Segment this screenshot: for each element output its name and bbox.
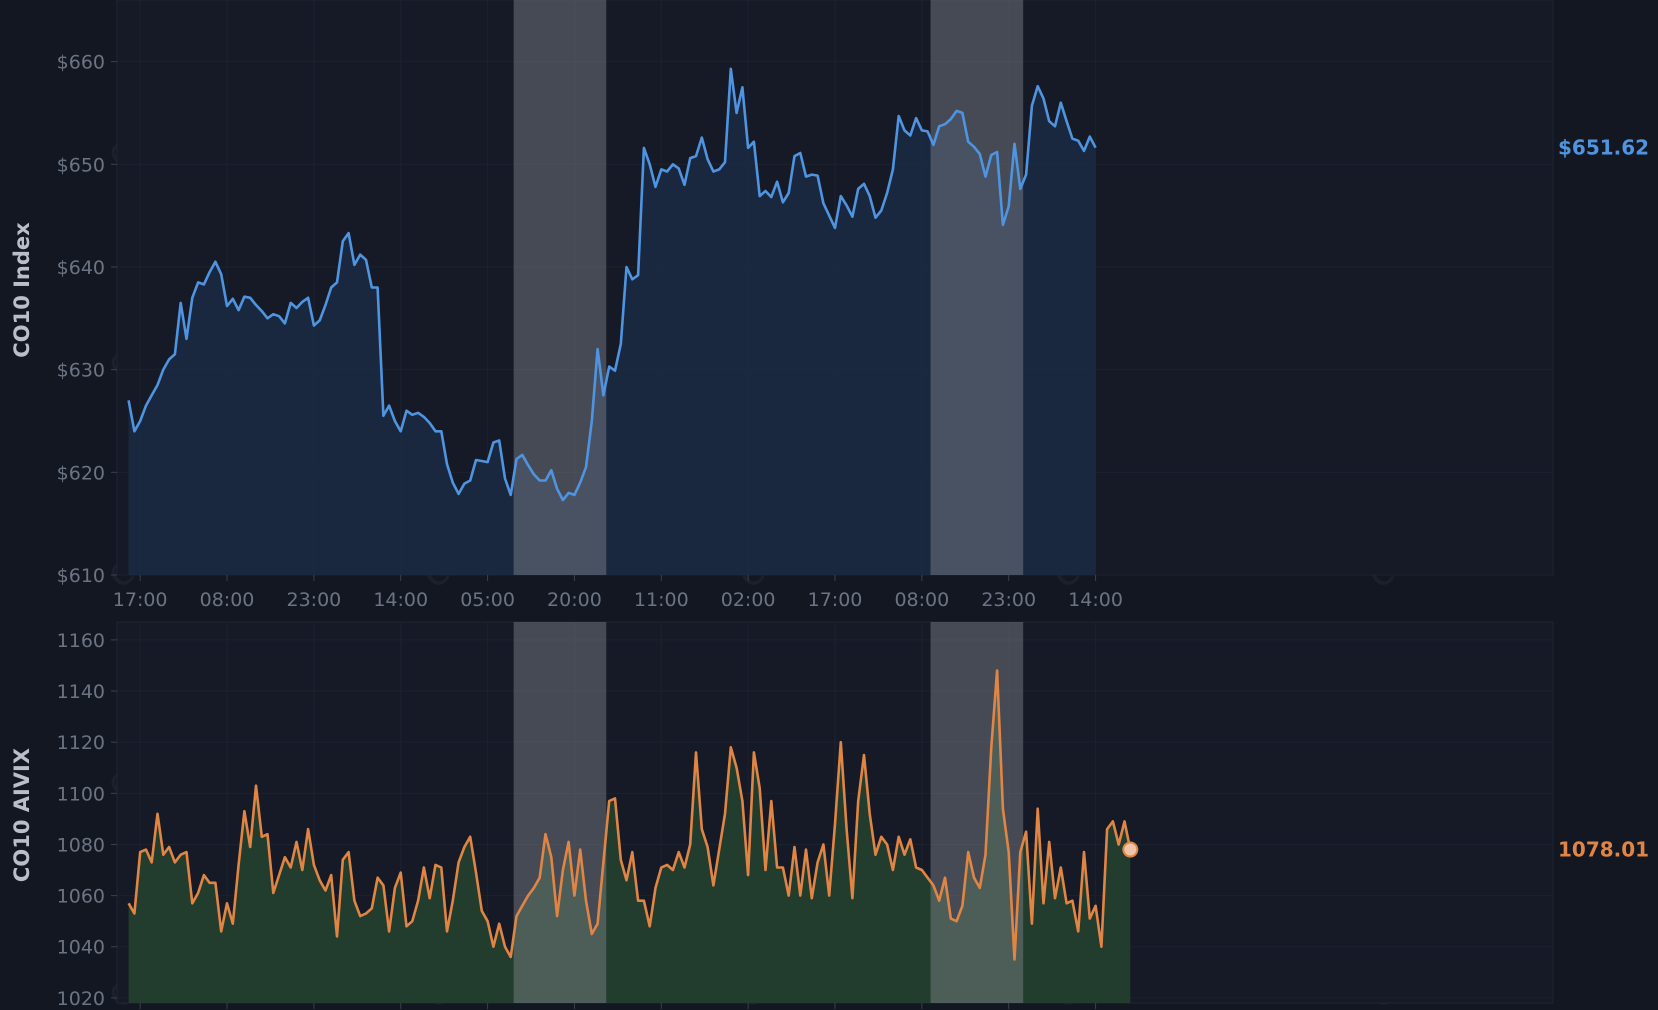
y-axis-label: CO10 AIVIX — [10, 748, 34, 882]
series-line — [127, 67, 1097, 502]
last-value-label: 1078.01 — [1558, 838, 1649, 862]
x-tick-label: 05:00 — [460, 589, 515, 611]
y-tick-label: 1020 — [57, 988, 105, 1010]
series-area — [128, 670, 1131, 1003]
panel-2: 1020 1040 1060 1080 1100 1120 1140 1160 CO10 AIV… — [10, 621, 1649, 1010]
y-tick-label: 1140 — [57, 681, 105, 703]
x-tick-label: 17:00 — [113, 589, 168, 611]
y-tick-label: $630 — [57, 360, 105, 382]
x-tick-label: 08:00 — [894, 589, 949, 611]
x-tick-label: 11:00 — [634, 589, 689, 611]
highlight-band — [513, 622, 607, 1003]
highlight-band — [513, 0, 607, 575]
x-tick-label: 23:00 — [981, 589, 1036, 611]
x-tick-label: 08:00 — [200, 589, 255, 611]
last-value-dot — [1122, 841, 1139, 858]
y-tick-label: 1060 — [57, 886, 105, 908]
y-tick-label: 1080 — [57, 834, 105, 856]
y-tick-label: 1160 — [57, 630, 105, 652]
series-line — [127, 669, 1132, 961]
y-tick-label: 1100 — [57, 783, 105, 805]
panel-1: $610 $620 $630 $640 $650 $660 17:00 08:00 23:00 1… — [10, 0, 1649, 611]
series-area — [128, 68, 1096, 576]
highlight-band — [930, 0, 1024, 575]
last-value-label: $651.62 — [1558, 136, 1649, 160]
y-tick-label: $660 — [57, 52, 105, 74]
x-tick-label: 23:00 — [286, 589, 341, 611]
x-tick-label: 02:00 — [721, 589, 776, 611]
highlight-band — [930, 622, 1024, 1003]
y-tick-label: 1120 — [57, 732, 105, 754]
x-tick-label: 17:00 — [808, 589, 863, 611]
y-tick-label: $620 — [57, 462, 105, 484]
y-tick-label: $640 — [57, 257, 105, 279]
y-tick-label: $610 — [57, 565, 105, 587]
y-axis-label: CO10 Index — [10, 222, 34, 358]
y-tick-label: 1040 — [57, 937, 105, 959]
x-tick-label: 20:00 — [547, 589, 602, 611]
x-tick-label: 14:00 — [1068, 589, 1123, 611]
y-tick-label: $650 — [57, 154, 105, 176]
x-tick-label: 14:00 — [373, 589, 428, 611]
